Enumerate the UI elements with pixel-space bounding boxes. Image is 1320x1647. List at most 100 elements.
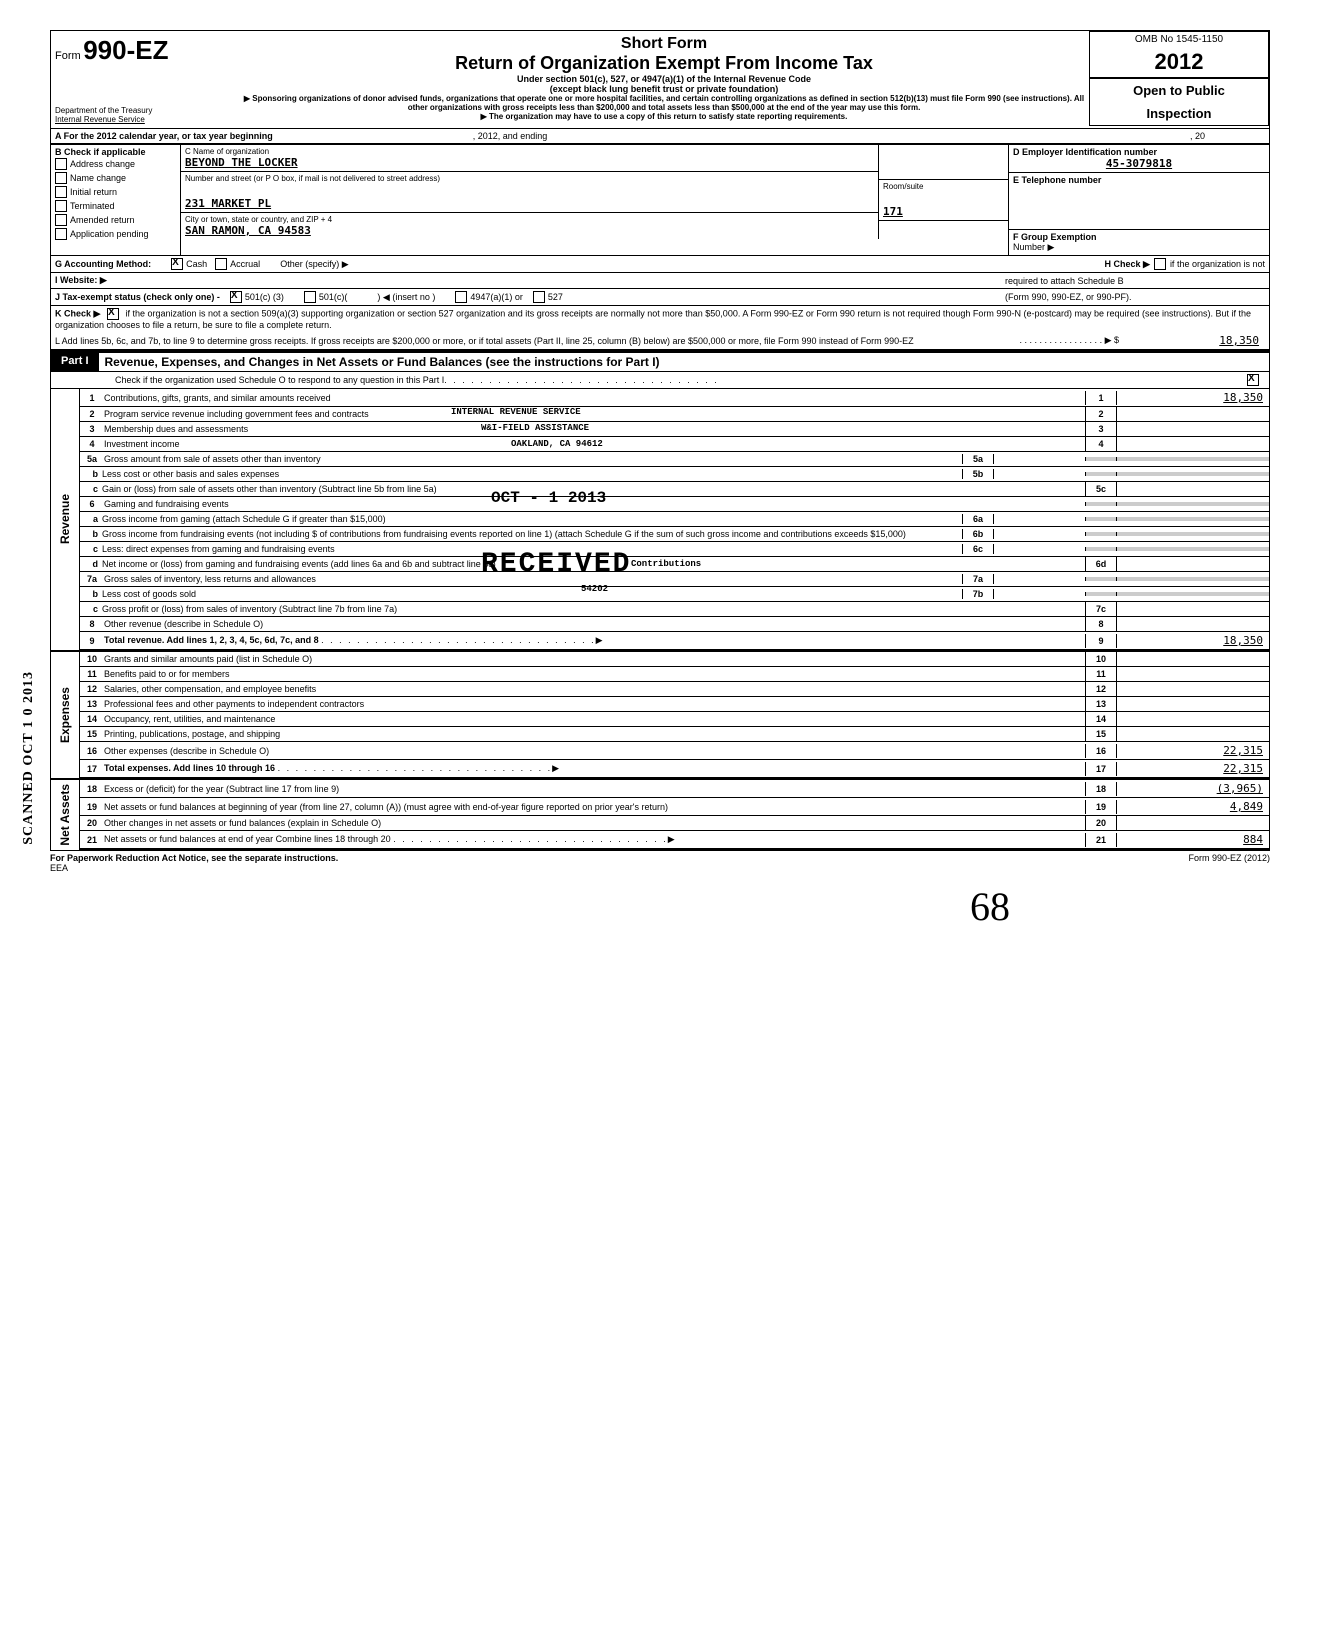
stamp-scanned: SCANNED OCT 1 0 2013 [21, 671, 37, 845]
check-h[interactable] [1154, 258, 1166, 270]
l5a-grey2 [1117, 457, 1269, 461]
l7a-grey2 [1117, 577, 1269, 581]
h-label: H Check ▶ [1105, 259, 1150, 270]
l12-amt [1117, 687, 1269, 691]
l10-box: 10 [1085, 652, 1117, 666]
check-name[interactable] [55, 172, 67, 184]
l13-amt [1117, 702, 1269, 706]
check-schedule-o[interactable] [1247, 374, 1259, 386]
l9-arrow: ▶ [596, 635, 603, 645]
l5b-grey2 [1117, 472, 1269, 476]
revenue-section: Revenue 1Contributions, gifts, grants, a… [51, 389, 1269, 650]
l10-desc: Grants and similar amounts paid (list in… [104, 652, 1085, 666]
l8-amt [1117, 622, 1269, 626]
l6a-box: 6a [962, 514, 994, 524]
city-header: City or town, state or country, and ZIP … [185, 215, 874, 224]
l6d-num: d [80, 559, 102, 569]
l5c-amt [1117, 487, 1269, 491]
l14-amt [1117, 717, 1269, 721]
l6a-num: a [80, 514, 102, 524]
stamp-received: RECEIVED [481, 549, 631, 580]
l5c-box: 5c [1085, 482, 1117, 496]
l15-amt [1117, 732, 1269, 736]
netassets-section: Net Assets 18Excess or (deficit) for the… [51, 778, 1269, 850]
footer-eea: EEA [50, 863, 68, 873]
l6-grey2 [1117, 502, 1269, 506]
l8-desc: Other revenue (describe in Schedule O) [104, 617, 1085, 631]
stamp-date: OCT - 1 2013 [491, 489, 606, 507]
l7c-box: 7c [1085, 602, 1117, 616]
netassets-label: Net Assets [54, 780, 76, 850]
line-a-label: A For the 2012 calendar year, or tax yea… [55, 131, 273, 141]
subtitle-except: (except black lung benefit trust or priv… [243, 84, 1085, 94]
l6a-desc: Gross income from gaming (attach Schedul… [102, 512, 962, 526]
i-label: I Website: ▶ [55, 275, 107, 286]
l21-amt: 884 [1117, 831, 1269, 848]
check-501c[interactable] [304, 291, 316, 303]
l6a-grey2 [1117, 517, 1269, 521]
h-text3: (Form 990, 990-EZ, or 990-PF). [1005, 292, 1265, 302]
g-cash: Cash [186, 259, 207, 269]
l20-num: 20 [80, 818, 104, 828]
b-address-change: Address change [70, 159, 135, 169]
k-text: if the organization is not a section 509… [55, 308, 1251, 330]
l7c-amt [1117, 607, 1269, 611]
l16-box: 16 [1085, 744, 1117, 758]
check-initial[interactable] [55, 186, 67, 198]
l6c-grey2 [1117, 547, 1269, 551]
l6b-grey [1085, 532, 1117, 536]
l1-amt: 18,350 [1117, 389, 1269, 406]
l21-arrow: ▶ [668, 834, 675, 844]
l16-num: 16 [80, 746, 104, 756]
l21-box: 21 [1085, 833, 1117, 847]
room-suite: 171 [883, 205, 1004, 218]
check-501c3[interactable] [230, 291, 242, 303]
g-label: G Accounting Method: [55, 259, 151, 269]
l6b-box: 6b [962, 529, 994, 539]
j-501c: 501(c)( [319, 292, 348, 302]
j-501c3: 501(c) (3) [245, 292, 284, 302]
check-527[interactable] [533, 291, 545, 303]
l19-box: 19 [1085, 800, 1117, 814]
l4-box: 4 [1085, 437, 1117, 451]
l14-box: 14 [1085, 712, 1117, 726]
c-header: C Name of organization [185, 147, 874, 156]
l12-num: 12 [80, 684, 104, 694]
l13-num: 13 [80, 699, 104, 709]
l16-desc: Other expenses (describe in Schedule O) [104, 744, 1085, 758]
l19-amt: 4,849 [1117, 798, 1269, 815]
org-address: 231 MARKET PL [185, 197, 874, 210]
note-copy: ▶ The organization may have to use a cop… [243, 112, 1085, 121]
check-pending[interactable] [55, 228, 67, 240]
l7c-desc: Gross profit or (loss) from sales of inv… [102, 602, 1085, 616]
room-header: Room/suite [883, 182, 1004, 191]
l6b-num: b [80, 529, 102, 539]
l7a-num: 7a [80, 574, 104, 584]
title-main: Return of Organization Exempt From Incom… [243, 53, 1085, 74]
check-accrual[interactable] [215, 258, 227, 270]
h-text2: required to attach Schedule B [1005, 276, 1265, 286]
check-address[interactable] [55, 158, 67, 170]
l11-num: 11 [80, 669, 104, 679]
l3-box: 3 [1085, 422, 1117, 436]
stamp-city: OAKLAND, CA 94612 [511, 439, 603, 449]
check-terminated[interactable] [55, 200, 67, 212]
l10-amt [1117, 657, 1269, 661]
check-k[interactable] [107, 308, 119, 320]
dept-treasury: Department of the Treasury [55, 106, 235, 115]
l7c-num: c [80, 604, 102, 614]
f-header: F Group Exemption [1013, 232, 1265, 242]
l5b-num: b [80, 469, 102, 479]
form-footer: For Paperwork Reduction Act Notice, see … [50, 851, 1270, 873]
omb-box: OMB No 1545-1150 2012 [1089, 31, 1269, 79]
title-short-form: Short Form [243, 35, 1085, 53]
check-amended[interactable] [55, 214, 67, 226]
l5c-num: c [80, 484, 102, 494]
l2-box: 2 [1085, 407, 1117, 421]
l12-box: 12 [1085, 682, 1117, 696]
check-cash[interactable] [171, 258, 183, 270]
check-4947[interactable] [455, 291, 467, 303]
l6c-box: 6c [962, 544, 994, 554]
l-amount: 18,350 [1119, 334, 1265, 347]
l2-amt [1117, 412, 1269, 416]
